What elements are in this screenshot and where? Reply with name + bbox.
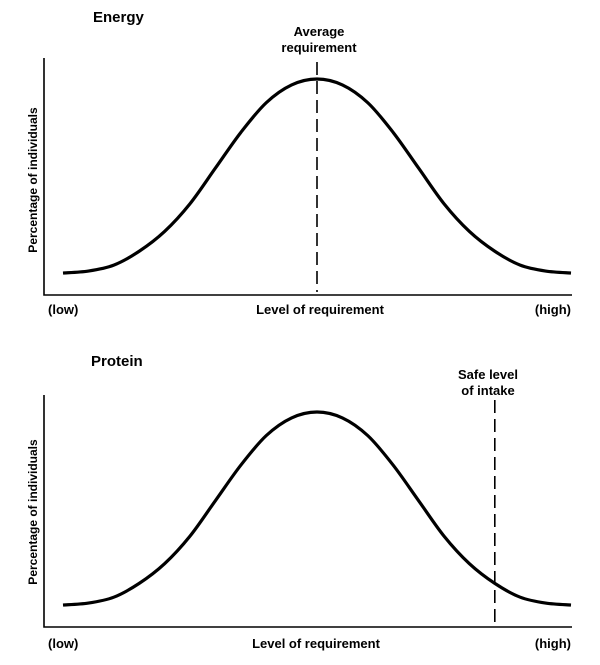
protein-panel: Protein Safe level of intake Percentage … — [26, 353, 572, 651]
protein-x-low-label: (low) — [48, 636, 78, 651]
protein-x-high-label: (high) — [535, 636, 571, 651]
energy-y-axis-label: Percentage of individuals — [26, 107, 40, 253]
protein-y-axis-label: Percentage of individuals — [26, 439, 40, 585]
protein-marker-label-line1: Safe level — [458, 367, 518, 382]
energy-title: Energy — [93, 9, 145, 26]
energy-x-axis-label: Level of requirement — [256, 302, 385, 317]
energy-panel: Energy Average requirement Percentage of… — [26, 9, 572, 317]
protein-title: Protein — [91, 353, 143, 370]
energy-marker-label-line1: Average — [294, 24, 345, 39]
energy-marker-label-line2: requirement — [281, 40, 357, 55]
protein-marker-label-line2: of intake — [461, 383, 514, 398]
energy-x-high-label: (high) — [535, 302, 571, 317]
protein-x-axis-label: Level of requirement — [252, 636, 381, 651]
energy-x-low-label: (low) — [48, 302, 78, 317]
